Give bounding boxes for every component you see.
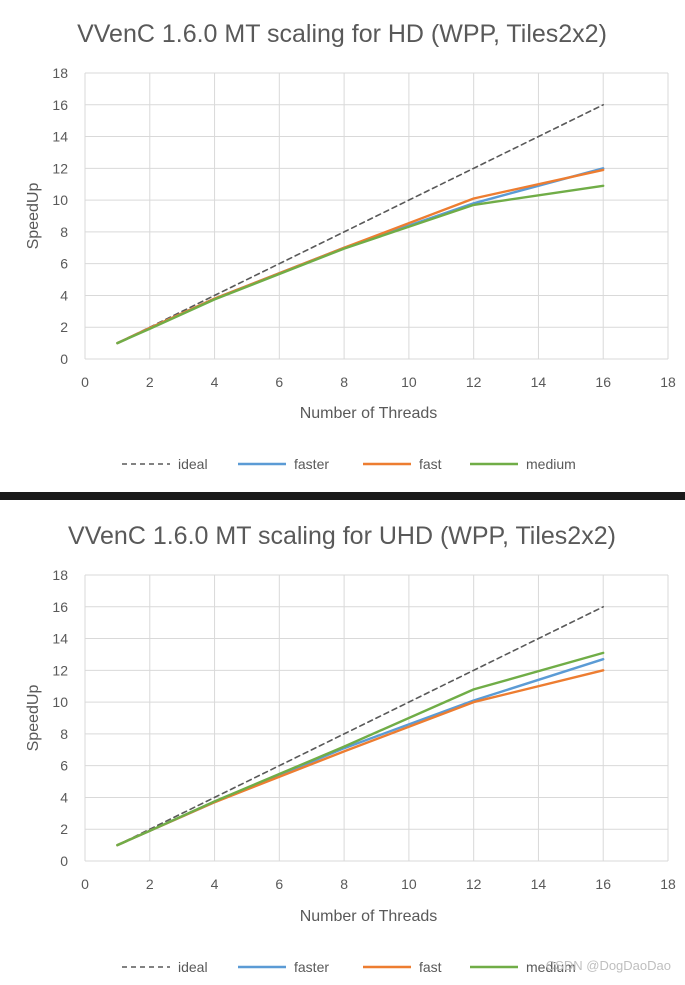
y-tick-label: 2: [60, 821, 68, 837]
series-line-fast: [116, 669, 605, 847]
x-tick-label: 14: [531, 374, 547, 390]
panel-separator: [0, 492, 685, 500]
x-tick-label: 10: [401, 374, 417, 390]
y-tick-label: 10: [52, 192, 68, 208]
y-tick-label: 16: [52, 97, 68, 113]
y-tick-label: 14: [52, 631, 68, 647]
legend-label-faster: faster: [294, 959, 329, 975]
y-tick-label: 0: [60, 853, 68, 869]
x-tick-label: 6: [275, 374, 283, 390]
y-axis-label: SpeedUp: [25, 685, 42, 752]
y-tick-label: 6: [60, 758, 68, 774]
series-line-medium: [116, 184, 605, 345]
series-line-medium: [116, 651, 605, 847]
legend-label-faster: faster: [294, 456, 329, 472]
y-tick-label: 2: [60, 319, 68, 335]
series-line-ideal: [116, 606, 605, 846]
x-tick-label: 0: [81, 876, 89, 892]
x-tick-label: 0: [81, 374, 89, 390]
y-tick-label: 14: [52, 129, 68, 145]
series-line-ideal: [116, 104, 605, 344]
x-tick-label: 8: [340, 374, 348, 390]
y-tick-label: 4: [60, 287, 68, 303]
chart-title: VVenC 1.6.0 MT scaling for UHD (WPP, Til…: [68, 522, 616, 550]
x-axis-label: Number of Threads: [300, 405, 438, 422]
chart-title: VVenC 1.6.0 MT scaling for HD (WPP, Tile…: [77, 20, 607, 48]
x-tick-label: 18: [660, 876, 676, 892]
x-tick-label: 12: [466, 876, 482, 892]
y-axis-label: SpeedUp: [25, 183, 42, 250]
chart-uhd: VVenC 1.6.0 MT scaling for UHD (WPP, Til…: [25, 522, 676, 975]
watermark: CSDN @DogDaoDao: [545, 958, 671, 973]
x-axis-label: Number of Threads: [300, 908, 438, 925]
x-tick-label: 16: [595, 374, 611, 390]
y-tick-label: 8: [60, 224, 68, 240]
y-tick-label: 16: [52, 599, 68, 615]
legend-label-ideal: ideal: [178, 456, 208, 472]
y-tick-label: 4: [60, 789, 68, 805]
x-tick-label: 4: [211, 374, 219, 390]
x-tick-label: 10: [401, 876, 417, 892]
x-tick-label: 2: [146, 374, 154, 390]
y-tick-label: 8: [60, 726, 68, 742]
x-tick-label: 8: [340, 876, 348, 892]
chart-hd: VVenC 1.6.0 MT scaling for HD (WPP, Tile…: [25, 20, 676, 472]
y-tick-label: 12: [52, 160, 68, 176]
legend-label-medium: medium: [526, 959, 576, 975]
x-tick-label: 18: [660, 374, 676, 390]
chart-panel-hd: VVenC 1.6.0 MT scaling for HD (WPP, Tile…: [0, 0, 685, 492]
legend-label-fast: fast: [419, 959, 442, 975]
y-tick-label: 10: [52, 694, 68, 710]
x-tick-label: 2: [146, 876, 154, 892]
series-line-faster: [116, 167, 605, 345]
chart-panel-uhd: VVenC 1.6.0 MT scaling for UHD (WPP, Til…: [0, 500, 685, 985]
x-tick-label: 12: [466, 374, 482, 390]
x-tick-label: 14: [531, 876, 547, 892]
x-tick-label: 6: [275, 876, 283, 892]
legend-label-medium: medium: [526, 456, 576, 472]
x-tick-label: 16: [595, 876, 611, 892]
y-tick-label: 6: [60, 256, 68, 272]
legend-label-ideal: ideal: [178, 959, 208, 975]
x-tick-label: 4: [211, 876, 219, 892]
y-tick-label: 18: [52, 567, 68, 583]
legend-label-fast: fast: [419, 456, 442, 472]
y-tick-label: 0: [60, 351, 68, 367]
y-tick-label: 12: [52, 662, 68, 678]
y-tick-label: 18: [52, 65, 68, 81]
